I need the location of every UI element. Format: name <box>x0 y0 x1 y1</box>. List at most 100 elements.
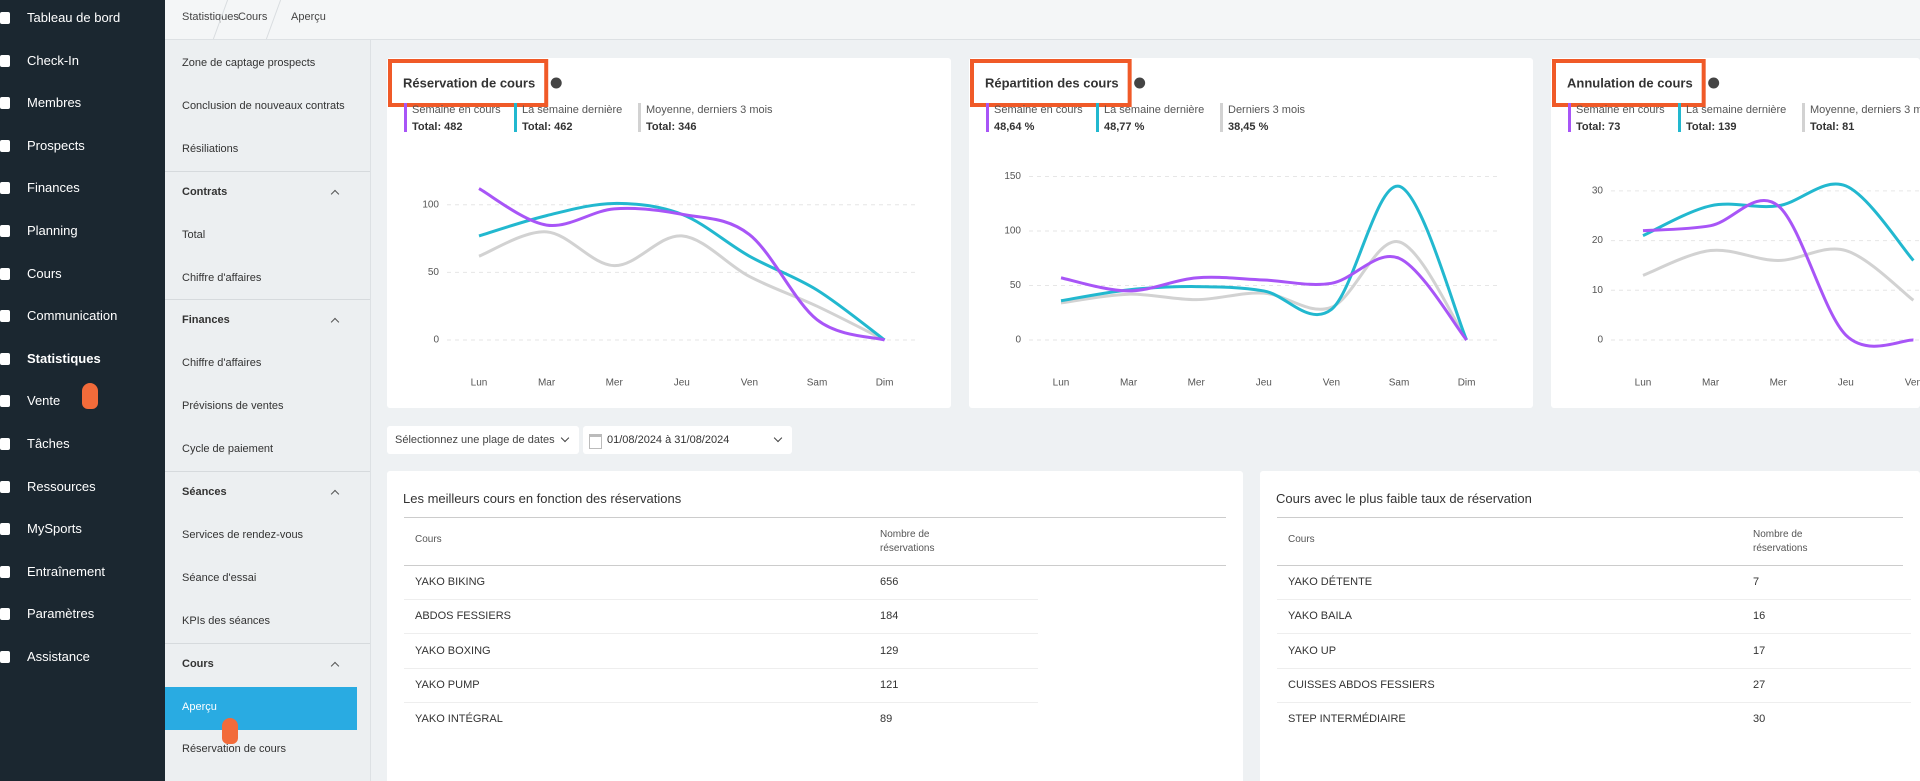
y-tick-label: 0 <box>1015 335 1021 346</box>
nav-item[interactable]: Vente <box>27 393 61 409</box>
nav-item[interactable]: Tableau de bord <box>27 10 121 25</box>
cell-name: YAKO BAILA <box>1288 610 1352 623</box>
chart-card: Annulation de cours Semaine en cours Total… <box>1551 58 1920 408</box>
breadcrumb-item[interactable]: Cours <box>238 11 268 23</box>
highlight-box <box>1552 59 1706 107</box>
subnav-item[interactable]: Réservation de cours <box>182 743 286 756</box>
section-header[interactable]: Cours <box>182 657 214 670</box>
nav-item[interactable]: Finances <box>27 180 80 196</box>
legend-label: Moyenne, derniers 3 mois <box>1810 104 1920 116</box>
subnav-item[interactable]: Résiliations <box>182 142 239 155</box>
cell-count: 16 <box>1753 610 1766 623</box>
x-tick-label: Mar <box>538 378 556 389</box>
chevron <box>773 433 783 443</box>
subnav-item[interactable]: Séance d'essai <box>182 571 257 584</box>
nav-item[interactable]: Communication <box>27 308 118 324</box>
x-tick-label: Mer <box>606 378 624 389</box>
row-rule <box>1277 599 1911 600</box>
table-title: Cours avec le plus faible taux de réserv… <box>1276 491 1532 506</box>
cell-count: 129 <box>880 644 899 657</box>
nav-item[interactable]: Planning <box>27 223 78 238</box>
section-header[interactable]: Contrats <box>182 185 228 198</box>
row-rule <box>1277 633 1911 635</box>
cell-name: YAKO BIKING <box>415 576 486 588</box>
legend-summary: Total: 482 <box>412 121 463 133</box>
legend-swatch <box>1802 103 1805 132</box>
legend-swatch <box>404 103 407 132</box>
x-tick-label: Jeu <box>674 378 690 389</box>
legend-label: Semaine en cours <box>412 104 501 116</box>
nav-item[interactable]: Ressources <box>27 478 96 494</box>
legend-swatch <box>1678 103 1681 132</box>
chevron <box>560 433 570 443</box>
active-bg <box>165 686 357 730</box>
info-icon <box>1708 77 1720 89</box>
chart: Réservation de cours Semaine en cours Tota… <box>388 59 918 389</box>
subnav-item[interactable]: Zone de captage prospects <box>182 57 316 69</box>
subnav-item[interactable]: Chiffre d'affaires <box>182 271 262 284</box>
cursor-hand <box>82 383 98 409</box>
nav-icon <box>0 267 10 280</box>
row-rule <box>404 667 1038 669</box>
nav-item[interactable]: Assistance <box>27 649 90 664</box>
table-card: Les meilleurs cours en fonction des rése… <box>387 471 1243 781</box>
caret <box>330 189 340 198</box>
nav-item[interactable]: Check-In <box>27 52 80 68</box>
nav-item[interactable]: Membres <box>27 95 82 111</box>
nav-item[interactable]: Cours <box>27 265 62 281</box>
x-tick-label: Mer <box>1770 378 1788 389</box>
nav-item[interactable]: Prospects <box>27 137 85 153</box>
breadcrumb-sep <box>265 0 282 39</box>
cell-count: 7 <box>1753 576 1760 588</box>
highlight-box <box>970 59 1132 107</box>
subnav-item[interactable]: Total <box>182 228 206 241</box>
subnav-item[interactable]: Prévisions de ventes <box>182 400 284 413</box>
chart-title: Annulation de cours <box>1567 75 1693 90</box>
y-tick-label: 150 <box>1004 171 1021 182</box>
calendar-icon <box>589 434 602 449</box>
chart-card: Réservation de cours Semaine en cours Tota… <box>387 58 951 408</box>
nav-item[interactable]: Entraînement <box>27 563 106 579</box>
x-tick-label: Lun <box>471 378 488 389</box>
y-tick-label: 100 <box>422 199 439 210</box>
cell-count: 17 <box>1753 644 1766 657</box>
nav-icon <box>0 97 10 110</box>
subnav-item[interactable]: Aperçu <box>182 700 217 713</box>
table-title: Les meilleurs cours en fonction des rése… <box>403 491 682 506</box>
x-tick-label: Ven <box>741 378 758 389</box>
range-select[interactable]: Sélectionnez une plage de dates <box>387 426 579 454</box>
column-header: Cours <box>415 534 442 545</box>
section-header[interactable]: Finances <box>182 314 230 327</box>
caret <box>330 489 340 499</box>
subnav-item[interactable]: Services de rendez-vous <box>182 528 304 541</box>
column-header: Cours <box>1288 534 1315 545</box>
subnav-item[interactable]: KPIs des séances <box>182 614 271 627</box>
section-header[interactable]: Séances <box>182 486 227 498</box>
breadcrumb-item[interactable]: Statistiques <box>182 11 239 23</box>
highlight-box <box>388 59 549 107</box>
subnav-item[interactable]: Chiffre d'affaires <box>182 357 262 370</box>
nav-item[interactable]: Statistiques <box>27 350 101 366</box>
cell-name: YAKO BOXING <box>415 644 491 657</box>
chart: Répartition des cours Semaine en cours 48,… <box>970 59 1500 389</box>
nav-icon <box>0 310 10 323</box>
subnav-item[interactable]: Conclusion de nouveaux contrats <box>182 99 345 112</box>
nav-icon <box>0 352 10 365</box>
nav-icon <box>0 565 10 578</box>
nav-item[interactable]: MySports <box>27 521 82 537</box>
nav-item[interactable]: Tâches <box>27 436 70 451</box>
breadcrumb-item[interactable]: Aperçu <box>291 11 326 23</box>
nav-icon <box>0 480 10 493</box>
nav-item[interactable]: Paramètres <box>27 606 95 622</box>
series-line <box>1060 255 1468 341</box>
date-range[interactable]: 01/08/2024 à 31/08/2024 <box>583 426 792 454</box>
caret <box>330 318 340 327</box>
chart-card: Répartition des cours Semaine en cours 48,… <box>969 58 1533 408</box>
nav-icon <box>0 651 10 663</box>
section-divider <box>165 471 370 472</box>
subnav-item[interactable]: Cycle de paiement <box>182 443 274 456</box>
cell-count: 89 <box>880 713 893 726</box>
x-tick-label: Mar <box>1702 378 1720 389</box>
column-header: Nombre de réservations <box>1753 529 1808 554</box>
